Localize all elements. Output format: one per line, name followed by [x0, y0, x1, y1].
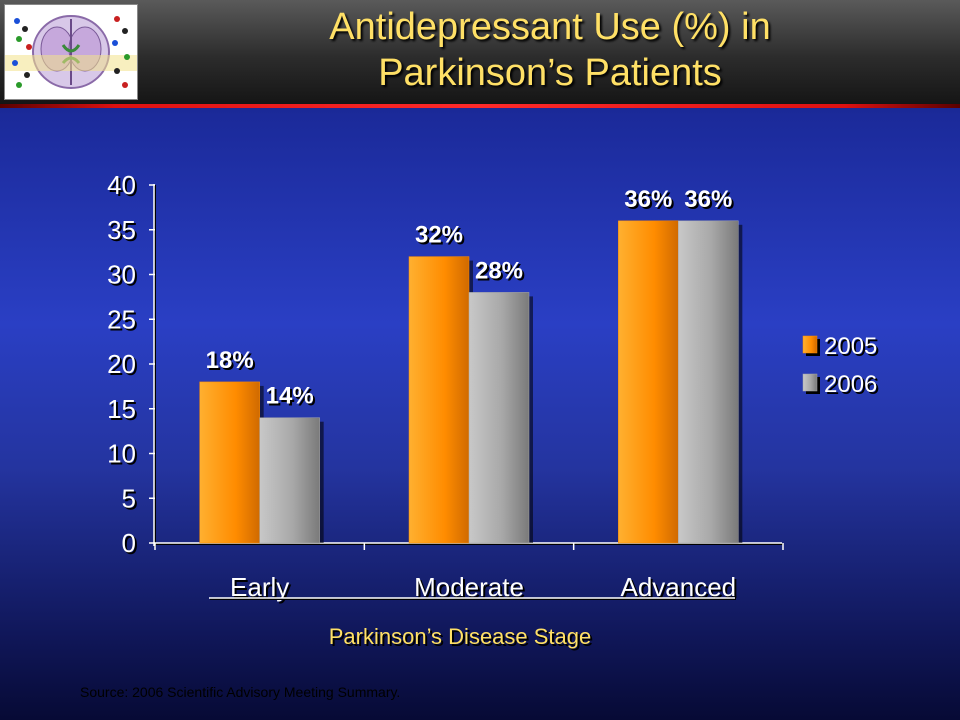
y-tick-label: 40 — [107, 170, 136, 200]
source-note: Source: 2006 Scientific Advisory Meeting… — [80, 684, 401, 700]
y-tick-label: 25 — [107, 304, 136, 334]
x-axis-title: Parkinson’s Disease Stage — [329, 624, 592, 649]
y-tick-label-shadow: 10 — [109, 441, 138, 471]
legend-label-2005: 2005 — [824, 333, 877, 360]
bar-2006-early — [259, 417, 320, 544]
data-label-shadow: 36% — [626, 188, 674, 215]
title-bar — [0, 0, 960, 104]
y-tick-label: 5 — [122, 483, 136, 513]
y-tick-label-shadow: 20 — [109, 351, 138, 381]
bar-2006-advanced — [678, 220, 739, 544]
data-label: 32% — [415, 222, 463, 249]
x-category-label: Moderate — [414, 572, 524, 602]
y-tick-label-shadow: 5 — [124, 485, 138, 515]
y-tick-label-shadow: 40 — [109, 172, 138, 202]
y-tick-label-shadow: 30 — [109, 262, 138, 292]
y-tick-label: 30 — [107, 260, 136, 290]
data-label-shadow: 32% — [417, 224, 465, 251]
data-label: 36% — [624, 186, 672, 213]
y-tick-label-shadow: 25 — [109, 306, 138, 336]
data-label-shadow: 36% — [686, 188, 734, 215]
title-line-2: Parkinson’s Patients — [378, 52, 722, 94]
bar-2005-moderate — [408, 256, 470, 544]
bar-2005-early — [199, 381, 260, 544]
y-tick-label-shadow: 35 — [109, 217, 138, 247]
legend-swatch-2006 — [802, 373, 818, 392]
y-tick-label: 20 — [107, 349, 136, 379]
data-label: 28% — [475, 257, 523, 284]
bar-2005-advanced — [618, 220, 679, 544]
brain-scan-icon — [4, 4, 138, 100]
legend-label-shadow: 2006 — [826, 373, 879, 400]
y-tick-label-shadow: 15 — [109, 396, 138, 426]
x-axis-title-shadow: Parkinson’s Disease Stage — [331, 626, 594, 651]
y-tick-label: 10 — [107, 439, 136, 469]
x-category-label: Advanced — [621, 572, 737, 602]
data-label: 14% — [266, 383, 314, 410]
data-label: 18% — [206, 347, 254, 374]
legend-label-shadow: 2005 — [826, 335, 879, 362]
y-tick-label-shadow: 0 — [124, 530, 138, 560]
legend-label-2006: 2006 — [824, 371, 877, 398]
data-label-shadow: 18% — [208, 349, 256, 376]
data-label: 36% — [684, 186, 732, 213]
header-divider — [0, 104, 960, 108]
bar-2006-moderate — [468, 292, 530, 544]
data-label-shadow: 14% — [268, 385, 316, 412]
legend-swatch-2005 — [802, 335, 818, 354]
page-title: Antidepressant Use (%) in Parkinson’s Pa… — [200, 4, 900, 96]
y-tick-label: 15 — [107, 394, 136, 424]
y-tick-label: 0 — [122, 528, 136, 558]
title-line-1: Antidepressant Use (%) in — [329, 6, 771, 48]
y-tick-label: 35 — [107, 215, 136, 245]
x-category-label: Early — [230, 572, 289, 602]
data-label-shadow: 28% — [477, 259, 525, 286]
